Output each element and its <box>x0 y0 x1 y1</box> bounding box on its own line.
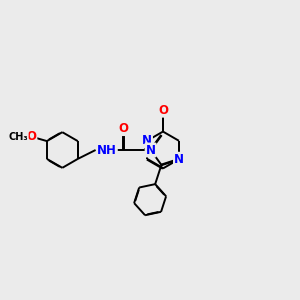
Text: O: O <box>26 130 36 143</box>
Text: O: O <box>158 104 168 117</box>
Text: N: N <box>146 143 156 157</box>
Text: O: O <box>118 122 128 135</box>
Text: N: N <box>142 134 152 147</box>
Text: CH₃: CH₃ <box>8 132 28 142</box>
Text: N: N <box>174 153 184 166</box>
Text: NH: NH <box>97 143 117 157</box>
